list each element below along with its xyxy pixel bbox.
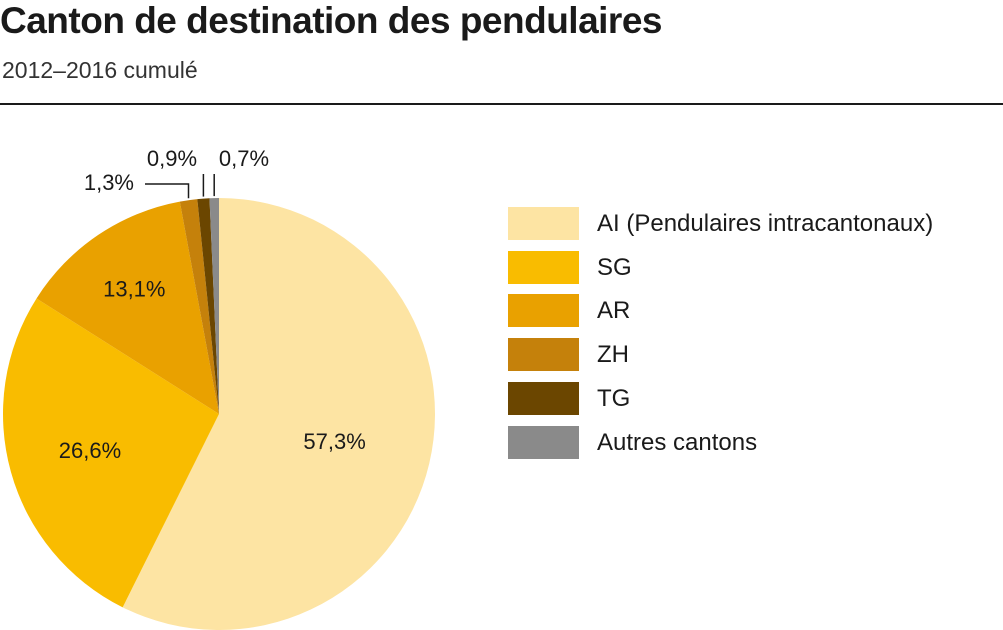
legend-swatch bbox=[508, 338, 579, 372]
slice-label-2: 13,1% bbox=[103, 277, 165, 302]
slice-label-4: 0,9% bbox=[147, 146, 197, 171]
legend-label: ZH bbox=[597, 341, 629, 369]
pie-slice-1 bbox=[2, 298, 220, 608]
slice-label-1: 26,6% bbox=[59, 438, 121, 463]
pie-slice-4 bbox=[197, 198, 219, 414]
slice-label-5: 0,7% bbox=[219, 146, 269, 171]
chart-title: Canton de destination des pendulaires bbox=[0, 0, 663, 41]
legend-label: AR bbox=[597, 297, 631, 325]
pie-slice-2 bbox=[36, 201, 220, 414]
slice-label-3: 1,3% bbox=[84, 170, 134, 195]
legend-swatch bbox=[508, 381, 579, 415]
header-divider bbox=[0, 103, 1003, 105]
pie-chart: 57,3% 26,6% 13,1% 1,3% 0,9% 0,7% bbox=[2, 146, 435, 630]
legend-label: TG bbox=[597, 384, 631, 412]
legend-swatch bbox=[508, 250, 579, 284]
legend-swatch bbox=[508, 294, 579, 328]
leader-line-3 bbox=[145, 183, 190, 199]
slice-label-0: 57,3% bbox=[303, 429, 365, 454]
chart-subtitle: 2012–2016 cumulé bbox=[2, 57, 198, 83]
legend-label: Autres cantons bbox=[597, 428, 758, 456]
legend-label: SG bbox=[597, 253, 632, 281]
pie-slice-0 bbox=[122, 198, 435, 630]
legend-swatch bbox=[508, 207, 579, 240]
pie-slice-3 bbox=[179, 199, 219, 414]
legend-swatch bbox=[508, 425, 579, 459]
legend-label: AI (Pendulaires intracantonaux) bbox=[597, 210, 934, 237]
pie-slice-5 bbox=[209, 198, 219, 414]
